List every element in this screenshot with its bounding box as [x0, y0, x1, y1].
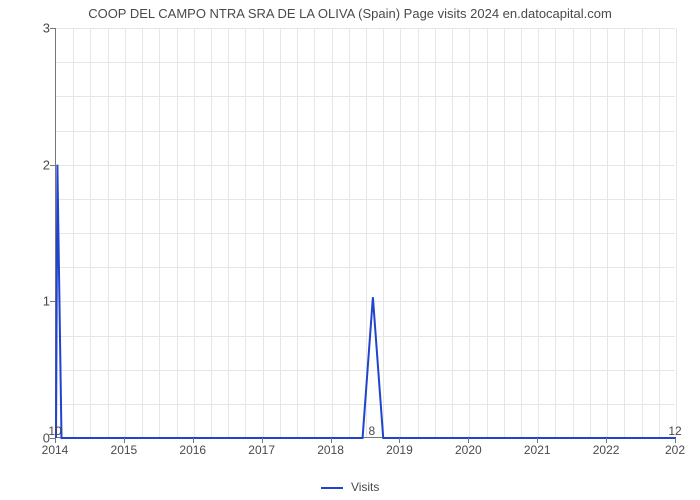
x-tick-label: 202 — [665, 443, 685, 457]
legend: Visits — [0, 480, 700, 494]
x-tick-mark — [675, 438, 676, 443]
x-tick-label: 2021 — [524, 443, 551, 457]
y-tick-mark — [50, 165, 55, 166]
x-tick-mark — [606, 438, 607, 443]
x-tick-label: 2014 — [42, 443, 69, 457]
x-tick-mark — [262, 438, 263, 443]
x-tick-label: 2016 — [179, 443, 206, 457]
chart-title: COOP DEL CAMPO NTRA SRA DE LA OLIVA (Spa… — [0, 6, 700, 21]
y-tick-label: 3 — [30, 21, 50, 36]
legend-label-visits: Visits — [351, 480, 379, 494]
plot-area — [55, 28, 675, 438]
x-tick-mark — [331, 438, 332, 443]
y-tick-mark — [50, 28, 55, 29]
secondary-label: 12 — [668, 424, 681, 438]
x-tick-mark — [399, 438, 400, 443]
x-tick-mark — [124, 438, 125, 443]
x-tick-mark — [468, 438, 469, 443]
x-tick-label: 2022 — [593, 443, 620, 457]
x-tick-mark — [55, 438, 56, 443]
secondary-label: 10 — [48, 424, 61, 438]
series-svg — [56, 28, 676, 438]
y-tick-label: 1 — [30, 294, 50, 309]
x-tick-label: 2019 — [386, 443, 413, 457]
x-tick-mark — [193, 438, 194, 443]
x-tick-label: 2017 — [248, 443, 275, 457]
x-tick-label: 2020 — [455, 443, 482, 457]
y-tick-mark — [50, 301, 55, 302]
grid-line-v — [676, 28, 677, 437]
y-tick-label: 2 — [30, 157, 50, 172]
legend-swatch-visits — [321, 487, 343, 489]
secondary-label: 8 — [369, 424, 376, 438]
x-tick-label: 2018 — [317, 443, 344, 457]
x-tick-label: 2015 — [111, 443, 138, 457]
x-tick-mark — [537, 438, 538, 443]
series-line-visits — [56, 165, 676, 438]
